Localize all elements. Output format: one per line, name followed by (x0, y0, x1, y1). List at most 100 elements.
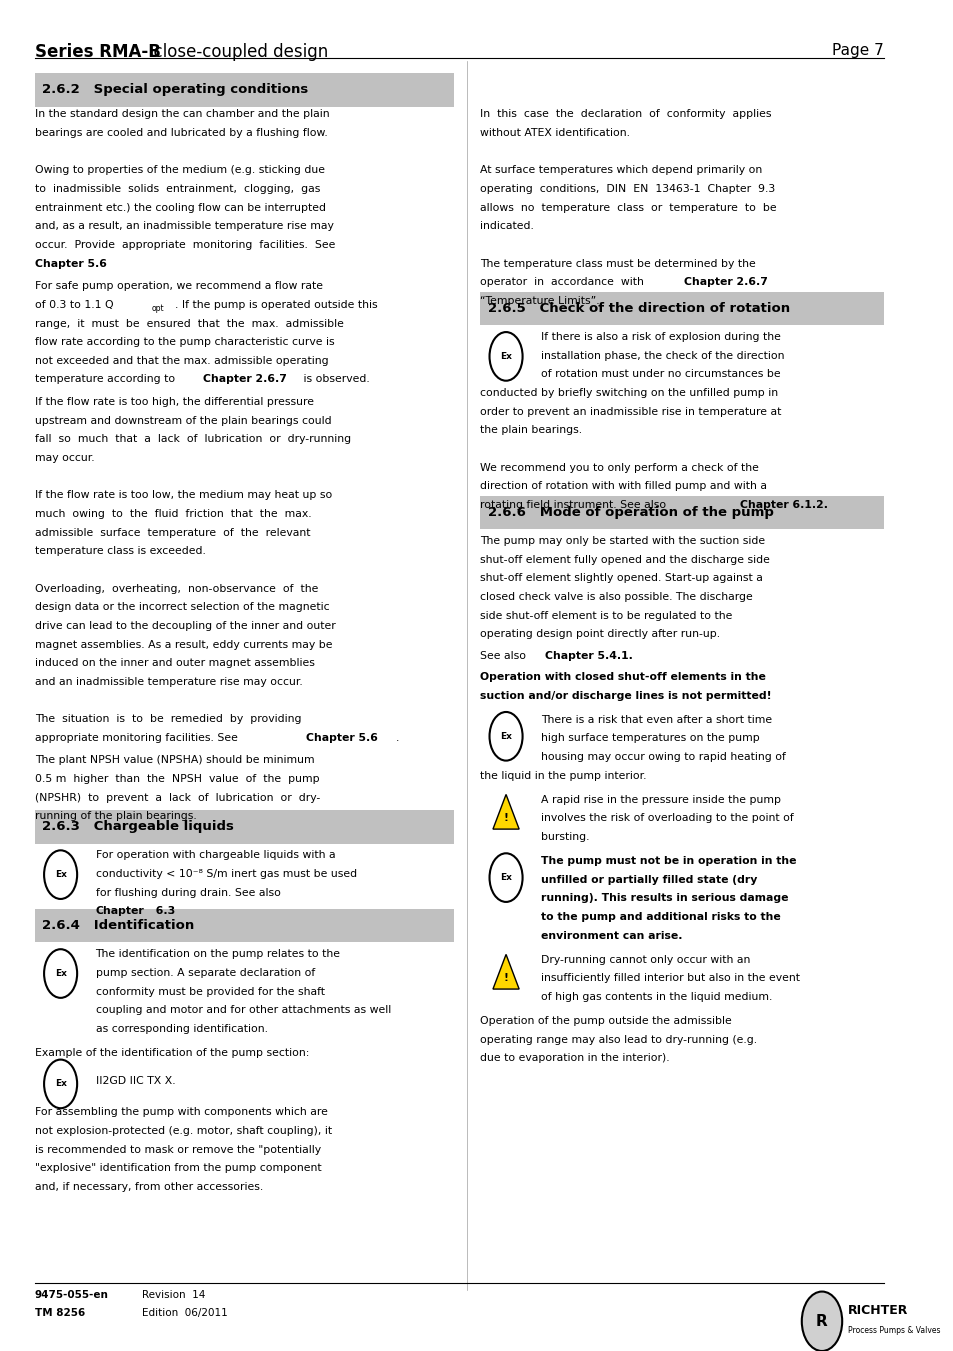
Text: is observed.: is observed. (300, 374, 370, 385)
Text: See also: See also (479, 651, 529, 661)
Text: For assembling the pump with components which are: For assembling the pump with components … (35, 1108, 328, 1117)
Text: side shut-off element is to be regulated to the: side shut-off element is to be regulated… (479, 611, 732, 620)
Text: for flushing during drain. See also: for flushing during drain. See also (95, 888, 284, 897)
Text: !: ! (503, 813, 508, 823)
Text: .: . (171, 907, 174, 916)
Text: admissible  surface  temperature  of  the  relevant: admissible surface temperature of the re… (35, 528, 310, 538)
Text: without ATEX identification.: without ATEX identification. (479, 128, 630, 138)
Text: housing may occur owing to rapid heating of: housing may occur owing to rapid heating… (540, 753, 785, 762)
Text: Chapter 5.6: Chapter 5.6 (306, 732, 377, 743)
Text: insufficiently filled interior but also in the event: insufficiently filled interior but also … (540, 973, 800, 984)
Text: Operation with closed shut-off elements in the: Operation with closed shut-off elements … (479, 671, 765, 682)
Text: Ex: Ex (499, 732, 512, 740)
Text: fall  so  much  that  a  lack  of  lubrication  or  dry-running: fall so much that a lack of lubrication … (35, 435, 351, 444)
Text: upstream and downstream of the plain bearings could: upstream and downstream of the plain bea… (35, 416, 332, 426)
Text: Ex: Ex (54, 870, 67, 880)
Text: is recommended to mask or remove the "potentially: is recommended to mask or remove the "po… (35, 1144, 321, 1155)
Text: 2.6.2   Special operating conditions: 2.6.2 Special operating conditions (42, 84, 308, 96)
Text: much  owing  to  the  fluid  friction  that  the  max.: much owing to the fluid friction that th… (35, 509, 312, 519)
FancyBboxPatch shape (35, 809, 454, 843)
Text: and, if necessary, from other accessories.: and, if necessary, from other accessorie… (35, 1182, 263, 1192)
Text: the liquid in the pump interior.: the liquid in the pump interior. (479, 770, 646, 781)
Text: Ex: Ex (499, 873, 512, 882)
FancyBboxPatch shape (479, 292, 882, 326)
Text: due to evaporation in the interior).: due to evaporation in the interior). (479, 1054, 669, 1063)
Text: Edition  06/2011: Edition 06/2011 (142, 1308, 228, 1317)
Text: RICHTER: RICHTER (847, 1304, 907, 1317)
Text: Revision  14: Revision 14 (142, 1290, 206, 1300)
Text: and, as a result, an inadmissible temperature rise may: and, as a result, an inadmissible temper… (35, 222, 334, 231)
FancyBboxPatch shape (35, 73, 454, 107)
Text: design data or the incorrect selection of the magnetic: design data or the incorrect selection o… (35, 603, 329, 612)
Text: induced on the inner and outer magnet assemblies: induced on the inner and outer magnet as… (35, 658, 314, 669)
Text: If the flow rate is too high, the differential pressure: If the flow rate is too high, the differ… (35, 397, 314, 407)
Text: environment can arise.: environment can arise. (540, 931, 681, 940)
Text: to  inadmissible  solids  entrainment,  clogging,  gas: to inadmissible solids entrainment, clog… (35, 184, 320, 195)
Text: entrainment etc.) the cooling flow can be interrupted: entrainment etc.) the cooling flow can b… (35, 203, 326, 212)
Text: Owing to properties of the medium (e.g. sticking due: Owing to properties of the medium (e.g. … (35, 165, 325, 176)
Text: Process Pumps & Valves: Process Pumps & Valves (847, 1327, 940, 1335)
Polygon shape (493, 954, 518, 989)
Text: (NPSHR)  to  prevent  a  lack  of  lubrication  or  dry-: (NPSHR) to prevent a lack of lubrication… (35, 793, 320, 802)
Text: opt: opt (152, 304, 164, 313)
Text: operating range may also lead to dry-running (e.g.: operating range may also lead to dry-run… (479, 1035, 757, 1044)
Text: If there is also a risk of explosion during the: If there is also a risk of explosion dur… (540, 332, 780, 342)
Text: Overloading,  overheating,  non-observance  of  the: Overloading, overheating, non-observance… (35, 584, 318, 593)
Text: 6.3: 6.3 (152, 907, 175, 916)
Text: indicated.: indicated. (479, 222, 534, 231)
Text: .: . (395, 732, 398, 743)
Polygon shape (493, 794, 518, 830)
Text: allows  no  temperature  class  or  temperature  to  be: allows no temperature class or temperatu… (479, 203, 776, 212)
Text: running of the plain bearings.: running of the plain bearings. (35, 812, 196, 821)
Text: !: ! (503, 973, 508, 984)
Text: Chapter 6.1.2.: Chapter 6.1.2. (740, 500, 827, 509)
Text: occur.  Provide  appropriate  monitoring  facilities.  See: occur. Provide appropriate monitoring fa… (35, 240, 335, 250)
Text: Series RMA-B: Series RMA-B (35, 43, 161, 61)
Text: order to prevent an inadmissible rise in temperature at: order to prevent an inadmissible rise in… (479, 407, 781, 416)
Text: drive can lead to the decoupling of the inner and outer: drive can lead to the decoupling of the … (35, 621, 335, 631)
Text: Page 7: Page 7 (831, 43, 882, 58)
Text: 2.6.3   Chargeable liquids: 2.6.3 Chargeable liquids (42, 820, 233, 834)
Text: R: R (815, 1313, 827, 1329)
Text: temperature class is exceeded.: temperature class is exceeded. (35, 546, 206, 557)
Text: to the pump and additional risks to the: to the pump and additional risks to the (540, 912, 780, 921)
Text: Operation of the pump outside the admissible: Operation of the pump outside the admiss… (479, 1016, 731, 1025)
Text: Chapter 5.6: Chapter 5.6 (35, 258, 107, 269)
Text: range,  it  must  be  ensured  that  the  max.  admissible: range, it must be ensured that the max. … (35, 319, 343, 328)
Text: There is a risk that even after a short time: There is a risk that even after a short … (540, 715, 771, 724)
Text: 2.6.5   Check of the direction of rotation: 2.6.5 Check of the direction of rotation (487, 301, 789, 315)
Text: not exceeded and that the max. admissible operating: not exceeded and that the max. admissibl… (35, 355, 328, 366)
Text: may occur.: may occur. (35, 453, 94, 463)
Text: magnet assemblies. As a result, eddy currents may be: magnet assemblies. As a result, eddy cur… (35, 639, 332, 650)
Text: II2GD IIC TX X.: II2GD IIC TX X. (95, 1075, 175, 1086)
Text: . If the pump is operated outside this: . If the pump is operated outside this (175, 300, 377, 309)
Text: We recommend you to only perform a check of the: We recommend you to only perform a check… (479, 462, 759, 473)
Text: operating design point directly after run-up.: operating design point directly after ru… (479, 630, 720, 639)
Text: coupling and motor and for other attachments as well: coupling and motor and for other attachm… (95, 1005, 391, 1015)
FancyBboxPatch shape (35, 909, 454, 943)
Text: Dry-running cannot only occur with an: Dry-running cannot only occur with an (540, 955, 750, 965)
Text: appropriate monitoring facilities. See: appropriate monitoring facilities. See (35, 732, 241, 743)
Text: The plant NPSH value (NPSHA) should be minimum: The plant NPSH value (NPSHA) should be m… (35, 755, 314, 766)
Text: TM 8256: TM 8256 (35, 1308, 85, 1317)
Text: the plain bearings.: the plain bearings. (479, 426, 582, 435)
Text: not explosion-protected (e.g. motor, shaft coupling), it: not explosion-protected (e.g. motor, sha… (35, 1127, 332, 1136)
Text: The identification on the pump relates to the: The identification on the pump relates t… (95, 950, 340, 959)
Text: direction of rotation with with filled pump and with a: direction of rotation with with filled p… (479, 481, 766, 492)
Text: of rotation must under no circumstances be: of rotation must under no circumstances … (540, 369, 780, 380)
Text: Chapter 5.4.1.: Chapter 5.4.1. (544, 651, 632, 661)
Text: installation phase, the check of the direction: installation phase, the check of the dir… (540, 351, 783, 361)
Text: At surface temperatures which depend primarily on: At surface temperatures which depend pri… (479, 165, 761, 176)
Text: conducted by briefly switching on the unfilled pump in: conducted by briefly switching on the un… (479, 388, 778, 399)
Text: Chapter: Chapter (95, 907, 144, 916)
Text: For operation with chargeable liquids with a: For operation with chargeable liquids wi… (95, 850, 335, 861)
Text: suction and/or discharge lines is not permitted!: suction and/or discharge lines is not pe… (479, 690, 771, 701)
Text: temperature according to: temperature according to (35, 374, 178, 385)
Text: bearings are cooled and lubricated by a flushing flow.: bearings are cooled and lubricated by a … (35, 128, 327, 138)
Text: of 0.3 to 1.1 Q: of 0.3 to 1.1 Q (35, 300, 113, 309)
FancyBboxPatch shape (479, 496, 882, 530)
Text: 2.6.6   Mode of operation of the pump: 2.6.6 Mode of operation of the pump (487, 505, 773, 519)
Circle shape (801, 1292, 841, 1351)
Text: conformity must be provided for the shaft: conformity must be provided for the shaf… (95, 986, 324, 997)
Text: For safe pump operation, we recommend a flow rate: For safe pump operation, we recommend a … (35, 281, 322, 292)
